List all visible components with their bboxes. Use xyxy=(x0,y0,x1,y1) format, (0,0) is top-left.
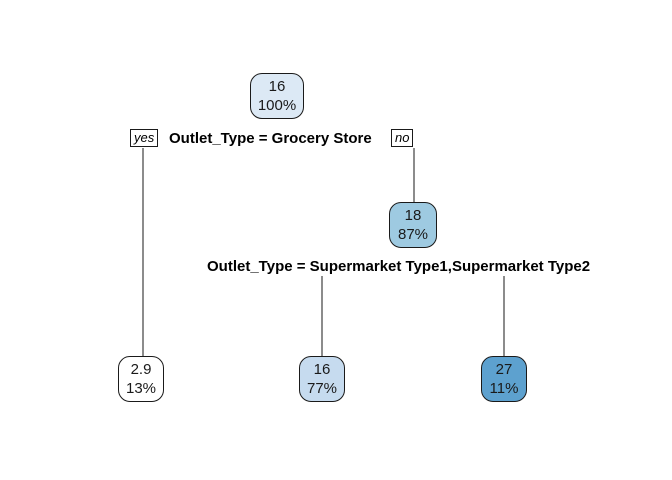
internal-value: 18 xyxy=(404,207,422,224)
root-value: 16 xyxy=(268,78,286,95)
split-2-label: Outlet_Type = Supermarket Type1,Supermar… xyxy=(205,258,593,276)
leaf-grocery-value: 2.9 xyxy=(130,361,152,378)
leaf-other: 27 11% xyxy=(481,356,527,402)
leaf-grocery: 2.9 13% xyxy=(118,356,164,402)
leaf-other-value: 27 xyxy=(495,361,513,378)
leaf-supermarket-percent: 77% xyxy=(306,380,338,397)
leaf-supermarket-value: 16 xyxy=(313,361,331,378)
leaf-supermarket: 16 77% xyxy=(299,356,345,402)
no-tag: no xyxy=(391,129,414,147)
root-node: 16 100% xyxy=(250,73,304,119)
internal-percent: 87% xyxy=(397,226,429,243)
internal-node: 18 87% xyxy=(389,202,437,248)
yes-tag: yes xyxy=(130,129,159,147)
split-1-label: Outlet_Type = Grocery Store xyxy=(167,130,374,148)
leaf-other-percent: 11% xyxy=(489,380,519,397)
leaf-grocery-percent: 13% xyxy=(125,380,157,397)
root-percent: 100% xyxy=(257,97,297,114)
